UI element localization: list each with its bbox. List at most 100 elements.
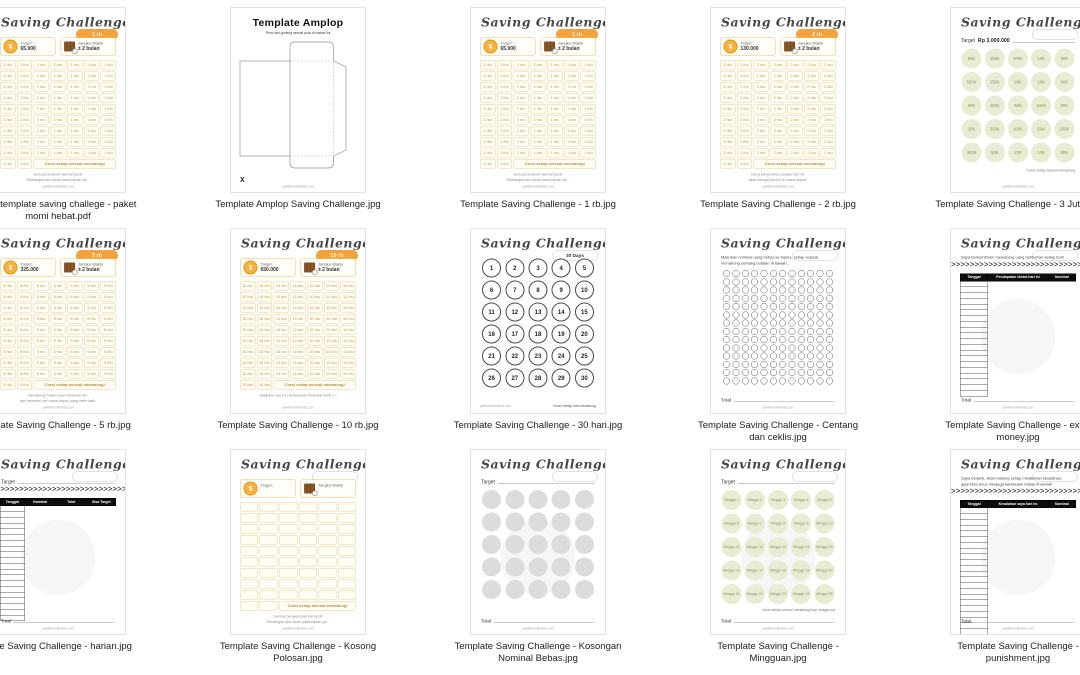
file-thumbnail[interactable]: Saving Challenge Saya berkomitmen menabun… <box>951 229 1080 413</box>
file-name-label[interactable]: mplate Saving Challenge - 5 rb.jpg <box>0 420 131 431</box>
saving-cell: 2 rbu <box>803 115 820 125</box>
saving-cell: 10 rbu <box>323 303 340 313</box>
file-item[interactable]: Saving Challenge Target Total paketmomiheb… <box>418 442 658 664</box>
file-item[interactable]: Saving Challenge $ Target: Jangka Waktu C… <box>178 442 418 664</box>
file-item[interactable]: Saving Challenge 1 rb $ Target: 65.000 Jang… <box>418 0 658 221</box>
finish-bar: Coret setiap selesai menabung! <box>273 380 356 390</box>
amount-circle: 100K <box>1007 48 1028 69</box>
file-item[interactable]: Saving Challenge 30 Days 1 2 3 4 5 6 7 8 9 10 11 12 13… <box>418 221 658 442</box>
template-title: Template Amplop <box>252 17 344 29</box>
file-thumbnail[interactable]: Saving Challenge 30 Days 1 2 3 4 5 6 7 8 9 10 11 12 13… <box>471 229 605 413</box>
file-item[interactable]: Saving Challenge 1 rb $ Target: 65.000 Jang… <box>0 0 178 222</box>
saving-cell: 1 rbu <box>547 71 563 81</box>
saving-cell: 10 rbu <box>256 314 273 324</box>
file-item[interactable]: Saving Challenge 5 rb $ Target: 325.000 Jan… <box>0 221 178 442</box>
file-name-label[interactable]: plate Saving Challenge - harian.jpg <box>0 641 132 652</box>
file-thumbnail[interactable]: Saving Challenge Target Rp 3.000.000 50K 200… <box>951 8 1080 192</box>
saving-cell: 5 rbu <box>0 336 16 346</box>
file-name-label[interactable]: Template Saving Challenge - Kosongan Nom… <box>454 641 622 664</box>
file-name-label[interactable]: Template Saving Challenge - 30 hari.jpg <box>453 420 623 431</box>
file-thumbnail[interactable]: Saving Challenge Target Total paketmomiheb… <box>471 450 605 634</box>
saving-cell: 2 rbu <box>720 104 736 114</box>
document-preview: Saving Challenge Target Rp 3.000.000 50K 200… <box>951 8 1080 192</box>
file-thumbnail[interactable]: Saving Challenge Target >>>>>>>>>>>>>>>>>… <box>0 450 125 634</box>
saving-cell <box>337 546 356 556</box>
saving-cell: 1 rbu <box>563 60 580 70</box>
week-circle: Minggu 25 <box>814 584 835 604</box>
saving-cell <box>318 513 337 523</box>
file-name-label[interactable]: Template Saving Challenge - 3 Juta.jpg <box>935 199 1080 210</box>
file-item[interactable]: Saving Challenge Masukan nominal uang beb… <box>658 221 898 443</box>
total-line: Total <box>721 619 835 624</box>
file-name-label[interactable]: Template Saving Challenge - 2 rb.jpg <box>700 199 856 210</box>
check-circle <box>769 294 777 302</box>
saving-cell: 10 rbu <box>340 314 356 324</box>
saving-cell: 1 rbu <box>563 137 580 147</box>
amount-circle: 10K <box>1031 142 1052 163</box>
saving-cell: 1 rbu <box>0 115 16 125</box>
check-circle <box>769 360 777 368</box>
check-circle <box>723 336 731 344</box>
file-item[interactable]: Saving Challenge 2 rb $ Target: 130.000 Jan… <box>658 0 898 221</box>
check-circle <box>797 319 805 327</box>
file-thumbnail[interactable]: Template Amplop Print dan gunting sesuai… <box>231 8 365 192</box>
saving-grid: 1 rbu 1 rbu 1 rbu 1 rbu 1 rbu 1 rbu 1 rbu 1 rbu… <box>480 60 596 169</box>
file-name-label[interactable]: Template Saving Challenge - punishment.j… <box>957 641 1079 664</box>
saving-cell: 2 rbu <box>720 159 736 169</box>
file-item[interactable]: Saving Challenge Target Rp 3.000.000 50K 200… <box>898 0 1080 221</box>
coin-icon: $ <box>483 39 498 54</box>
saving-cell: 5 rbu <box>50 292 66 302</box>
check-circle <box>760 303 768 311</box>
check-circle <box>825 352 833 360</box>
file-name-label[interactable]: Template Saving Challenge - Centang dan … <box>697 420 858 443</box>
check-circle <box>741 303 749 311</box>
file-thumbnail[interactable]: Saving Challenge 5 rb $ Target: 325.000 Jan… <box>0 229 125 413</box>
file-thumbnail[interactable]: Saving Challenge 1 rb $ Target: 65.000 Jang… <box>471 8 605 192</box>
day-circle: 25 <box>574 346 594 366</box>
file-item[interactable]: Saving Challenge Target >>>>>>>>>>>>>>>>>… <box>0 442 178 663</box>
file-name-label[interactable]: Template Saving Challenge - Mingguan.jpg <box>717 641 839 664</box>
saving-cell: 1 rbu <box>67 93 83 103</box>
file-item[interactable]: Saving Challenge 10 rb $ Target: 650.000 Ja… <box>178 221 418 442</box>
check-circle <box>825 311 833 319</box>
file-item[interactable]: Saving Challenge Saya berjanji, akan nabu… <box>898 442 1080 664</box>
saving-cell: 10 rbu <box>307 369 323 379</box>
saving-cell <box>279 535 298 545</box>
file-name-label[interactable]: Template Saving Challenge - 10 rb.jpg <box>217 420 379 431</box>
saving-cell: 10 rbu <box>256 281 273 291</box>
file-thumbnail[interactable]: Saving Challenge $ Target: Jangka Waktu C… <box>231 450 365 634</box>
check-circle <box>732 369 740 377</box>
file-name-label[interactable]: ulan template saving challege - paket mo… <box>0 199 137 222</box>
amount-pill <box>1032 29 1078 40</box>
saving-cell: 1 rbu <box>496 126 513 136</box>
file-name-label[interactable]: Template Saving Challenge - extra money.… <box>945 420 1080 443</box>
file-thumbnail[interactable]: Saving Challenge Masukan nominal uang beb… <box>711 229 845 413</box>
saving-cell: 5 rbu <box>67 336 83 346</box>
file-name-label[interactable]: Template Saving Challenge - 1 rb.jpg <box>460 199 616 210</box>
saving-cell: 2 rbu <box>753 71 769 81</box>
check-circle <box>797 352 805 360</box>
saving-cell: 2 rbu <box>787 115 803 125</box>
file-item[interactable]: Saving Challenge Saya berkomitmen menabun… <box>898 221 1080 443</box>
saving-cell <box>298 502 317 512</box>
check-circle <box>816 311 824 319</box>
check-circle <box>769 352 777 360</box>
file-thumbnail[interactable]: Saving Challenge 2 rb $ Target: 130.000 Jan… <box>711 8 845 192</box>
saving-cell: 1 rbu <box>547 82 563 92</box>
file-thumbnail[interactable]: Saving Challenge 1 rb $ Target: 65.000 Jang… <box>0 8 125 192</box>
saving-cell: 1 rbu <box>83 115 100 125</box>
saving-cell: 5 rbu <box>100 369 116 379</box>
file-name-label[interactable]: Template Saving Challenge - Kosong Polos… <box>219 641 377 664</box>
file-thumbnail[interactable]: Saving Challenge 10 rb $ Target: 650.000 Ja… <box>231 229 365 413</box>
saving-cell: 5 rbu <box>33 281 49 291</box>
file-item[interactable]: Template Amplop Print dan gunting sesuai… <box>178 0 418 221</box>
check-circle <box>825 360 833 368</box>
saving-cell: 10 rbu <box>290 347 306 357</box>
saving-cell: 10 rbu <box>323 358 340 368</box>
check-circle <box>825 377 833 385</box>
file-name-label[interactable]: Template Amplop Saving Challenge.jpg <box>215 199 381 210</box>
file-thumbnail[interactable]: Saving Challenge Saya berjanji, akan nabu… <box>951 450 1080 634</box>
check-circle <box>769 303 777 311</box>
